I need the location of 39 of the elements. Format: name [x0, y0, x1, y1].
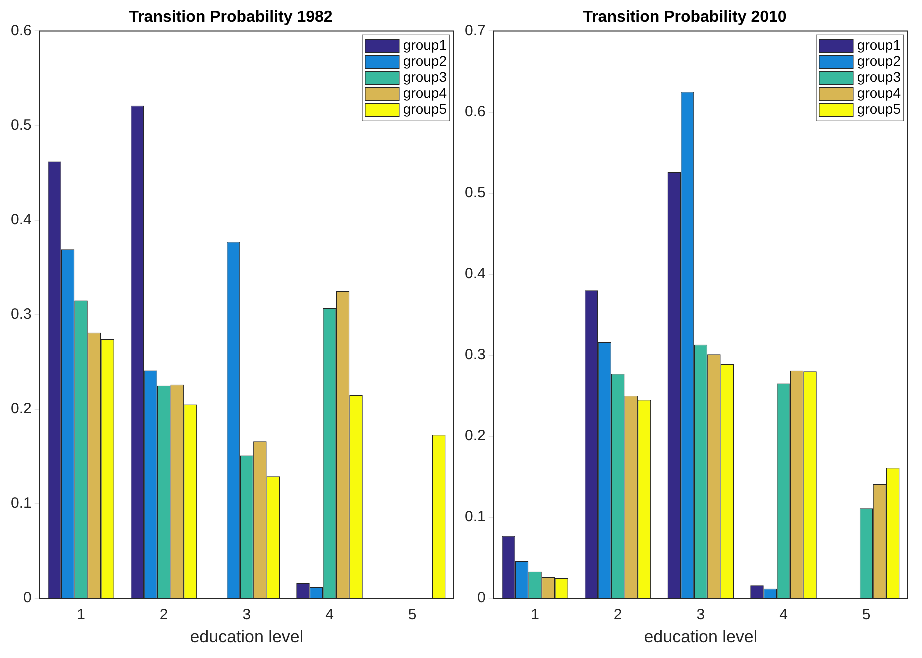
- x-tick-label: 5: [862, 606, 871, 624]
- legend-label: group4: [403, 85, 448, 102]
- y-tick-label: 0: [478, 590, 486, 607]
- y-tick-label: 0.5: [10, 116, 32, 134]
- legend-label: group5: [857, 101, 902, 118]
- x-tick-label: 3: [242, 606, 252, 624]
- y-tick-label: 0.4: [10, 211, 32, 228]
- y-tick-label: 0.7: [464, 22, 486, 40]
- chart-title: Transition Probability 2010: [583, 9, 787, 26]
- x-tick-label: 1: [77, 606, 86, 624]
- x-tick-label: 2: [614, 606, 622, 624]
- y-tick-label: 0.4: [464, 266, 486, 283]
- y-tick-label: 0.6: [464, 103, 486, 120]
- legend-label: group1: [857, 37, 902, 54]
- y-tick-label: 0.1: [464, 508, 486, 526]
- y-tick-label: 0: [24, 590, 32, 607]
- y-tick-label: 0.2: [464, 428, 486, 445]
- y-tick-label: 0.3: [464, 346, 486, 364]
- x-axis-title: education level: [190, 627, 304, 646]
- legend-label: group2: [403, 53, 448, 70]
- y-tick-label: 0.3: [10, 306, 32, 324]
- x-tick-label: 5: [408, 606, 417, 624]
- legend-label: group4: [857, 85, 902, 102]
- chart-title: Transition Probability 1982: [129, 9, 333, 26]
- y-tick-label: 0.6: [10, 22, 32, 40]
- x-tick-label: 2: [160, 606, 168, 624]
- x-tick-label: 3: [696, 606, 706, 624]
- legend-label: group3: [857, 69, 902, 86]
- legend-label: group2: [857, 53, 902, 70]
- y-tick-label: 0.5: [464, 184, 486, 202]
- y-tick-label: 0.1: [10, 495, 32, 512]
- x-axis-title: education level: [644, 627, 758, 646]
- legend-label: group3: [403, 69, 448, 86]
- x-tick-label: 4: [326, 606, 334, 624]
- legend-label: group1: [403, 37, 448, 54]
- x-tick-label: 1: [531, 606, 540, 624]
- x-tick-label: 4: [780, 606, 788, 624]
- legend-label: group5: [403, 101, 448, 118]
- y-tick-label: 0.2: [10, 400, 32, 418]
